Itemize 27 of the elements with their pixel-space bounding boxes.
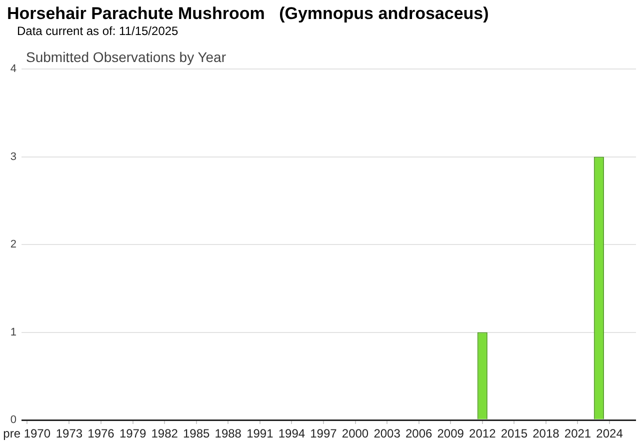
x-tick-label: 1976 (88, 426, 115, 441)
x-tick-label: 1973 (56, 426, 83, 441)
x-tick-label: pre 1970 (3, 426, 51, 441)
y-tick-label: 2 (10, 238, 17, 251)
x-tick-label: 1985 (182, 426, 210, 441)
text: Data current as of: 11/15/2025 (17, 24, 178, 38)
y-tick-label: 0 (10, 414, 17, 426)
x-tick-label: 2018 (532, 426, 560, 441)
x-tick-label: 2012 (469, 426, 496, 441)
x-tick-label: 2024 (596, 426, 624, 441)
x-tick-label: 1979 (119, 426, 146, 441)
chart-title: Horsehair Parachute Mushroom (Gymnopus androsaceus) (7, 4, 489, 24)
x-tick-label: 2009 (437, 426, 464, 441)
x-tick-label: 1991 (246, 426, 274, 441)
x-tick-label: 2015 (500, 426, 528, 441)
x-tick-label: 2021 (564, 426, 592, 441)
x-tick-label: 2000 (342, 426, 369, 441)
x-tick-label: 1997 (310, 426, 338, 441)
chart-subtitle: Submitted Observations by Year (26, 49, 226, 65)
x-tick-label: 1988 (214, 426, 242, 441)
x-tick-label: 2006 (405, 426, 432, 441)
x-tick-label: 1982 (151, 426, 178, 441)
y-tick-label: 4 (10, 63, 17, 76)
x-tick-label: 1994 (278, 426, 306, 441)
y-tick-label: 3 (10, 150, 17, 163)
x-tick-label: 2003 (374, 426, 401, 441)
y-tick-label: 1 (10, 326, 17, 338)
